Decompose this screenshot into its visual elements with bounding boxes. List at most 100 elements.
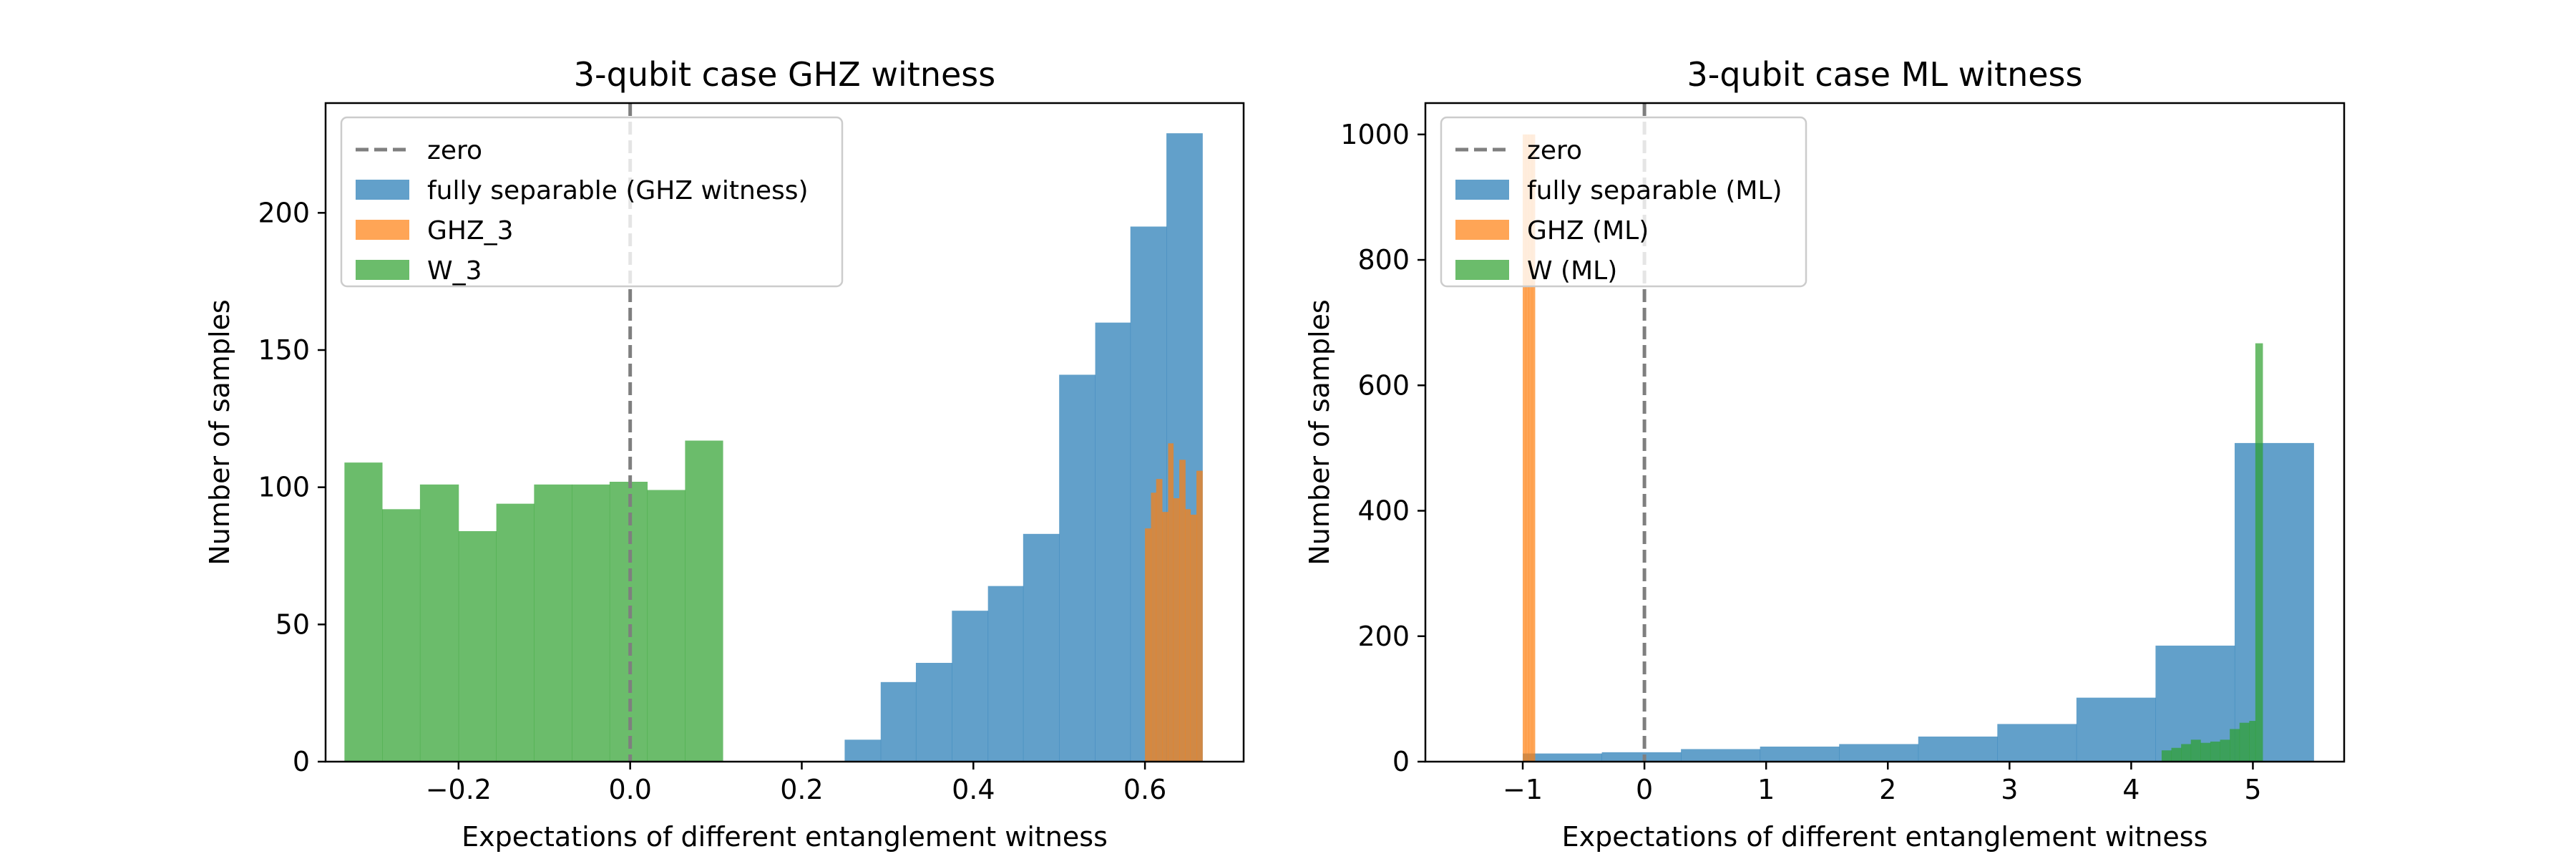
plot-area bbox=[1523, 103, 2314, 762]
histogram-bar-blue bbox=[1059, 374, 1096, 762]
x-tick-label: 0.0 bbox=[608, 774, 651, 805]
y-tick-label: 150 bbox=[258, 334, 310, 366]
histogram-bar-orange bbox=[1523, 134, 1526, 762]
histogram-bar-green bbox=[2200, 742, 2211, 762]
histogram-bar-green bbox=[572, 484, 610, 762]
x-tick-label: −1 bbox=[1503, 774, 1543, 805]
histogram-bar-blue bbox=[915, 663, 952, 762]
legend: zero fully separable (ML) GHZ (ML) W (ML) bbox=[1440, 116, 1807, 288]
x-tick-label: −0.2 bbox=[426, 774, 492, 805]
histogram-bar-orange bbox=[1196, 470, 1203, 762]
histogram-bar-blue bbox=[1997, 724, 2077, 762]
x-tick-label: 0.4 bbox=[952, 774, 995, 805]
legend-swatch-blue bbox=[356, 180, 409, 200]
legend-label: GHZ_3 bbox=[427, 216, 514, 246]
histogram-bar-green bbox=[2220, 739, 2230, 762]
histogram-bar-blue bbox=[2234, 442, 2314, 762]
legend-label: W (ML) bbox=[1527, 256, 1617, 286]
x-tick-label: 2 bbox=[1879, 774, 1896, 805]
legend: zero fully separable (GHZ witness) GHZ_3 W_… bbox=[340, 116, 844, 288]
histogram-bar-green bbox=[2190, 739, 2201, 762]
y-tick-label: 1000 bbox=[1340, 119, 1410, 150]
histogram-bar-green bbox=[2249, 721, 2256, 762]
x-tick-label: 0 bbox=[1636, 774, 1653, 805]
legend-box bbox=[340, 116, 844, 288]
histogram-bar-blue bbox=[844, 739, 882, 762]
y-tick-label: 50 bbox=[275, 608, 310, 640]
y-tick-label: 800 bbox=[1357, 244, 1410, 276]
histogram-bar-green bbox=[2181, 744, 2192, 762]
histogram-bar-green bbox=[496, 503, 535, 762]
histogram-bar-blue bbox=[1839, 744, 1919, 762]
x-tick-label: 4 bbox=[2122, 774, 2140, 805]
histogram-bar-green bbox=[2210, 741, 2220, 762]
legend-box bbox=[1440, 116, 1807, 288]
histogram-bar-green bbox=[2239, 722, 2250, 762]
y-axis-label: Number of samples bbox=[1304, 299, 1335, 565]
histogram-bar-green bbox=[344, 462, 383, 762]
histogram-bar-blue bbox=[1523, 753, 1602, 762]
y-tick-label: 200 bbox=[258, 197, 310, 228]
axes-frame bbox=[1424, 102, 2346, 763]
histogram-bar-blue bbox=[1918, 736, 1998, 762]
axes-frame bbox=[324, 102, 1245, 763]
histogram-bar-green bbox=[685, 440, 723, 762]
x-tick-label: 1 bbox=[1757, 774, 1775, 805]
histogram-bar-orange bbox=[1528, 134, 1533, 762]
histogram-bar-green bbox=[647, 490, 686, 762]
y-tick-label: 200 bbox=[1357, 621, 1410, 652]
histogram-bar-orange bbox=[1168, 443, 1174, 762]
chart-title: 3-qubit case GHZ witness bbox=[574, 55, 995, 94]
y-tick-label: 0 bbox=[293, 746, 310, 777]
y-tick-label: 400 bbox=[1357, 495, 1410, 527]
histogram-bar-green bbox=[2161, 750, 2172, 762]
histogram-bar-orange bbox=[1162, 512, 1169, 762]
histogram-bar-orange bbox=[1185, 509, 1191, 762]
histogram-bar-blue bbox=[1023, 533, 1060, 762]
x-tick-label: 5 bbox=[2244, 774, 2261, 805]
histogram-bar-orange bbox=[1145, 528, 1151, 762]
chart-title: 3-qubit case ML witness bbox=[1687, 55, 2083, 94]
y-tick-label: 600 bbox=[1357, 369, 1410, 401]
x-axis-label: Expectations of different entanglement w… bbox=[1562, 821, 2208, 853]
legend-label: zero bbox=[427, 136, 482, 165]
histogram-bar-green bbox=[382, 509, 421, 762]
legend-label: fully separable (ML) bbox=[1527, 176, 1782, 205]
x-tick-label: 0.2 bbox=[780, 774, 823, 805]
plot-area bbox=[344, 103, 1203, 762]
histogram-bar-green bbox=[609, 482, 648, 762]
y-axis-label: Number of samples bbox=[204, 299, 235, 565]
histogram-bar-green bbox=[458, 531, 497, 762]
histogram-bar-green bbox=[534, 484, 572, 762]
histogram-bar-orange bbox=[1179, 460, 1186, 762]
histogram-bar-blue bbox=[880, 681, 917, 762]
legend-swatch-orange bbox=[1455, 220, 1509, 240]
histogram-bar-green bbox=[2230, 729, 2240, 762]
histogram-bar-blue bbox=[2076, 697, 2156, 762]
chart-panel-2: −1 0 1 2 3 4 5 0 200 400 600 800 1000 3-qubit case ML… bbox=[1304, 55, 2346, 853]
x-tick-label: 3 bbox=[2001, 774, 2018, 805]
histogram-bar-blue bbox=[987, 586, 1024, 762]
histogram-bar-orange bbox=[1151, 492, 1157, 762]
histogram-bar-blue bbox=[1095, 322, 1131, 762]
chart-panel-1: −0.2 0.0 0.2 0.4 0.6 0 50 100 150 200 3-qubit case… bbox=[204, 55, 1245, 853]
histogram-bar-green bbox=[419, 484, 459, 762]
histogram-bar-orange bbox=[1190, 515, 1197, 762]
x-tick-label: 0.6 bbox=[1123, 774, 1166, 805]
histogram-bar-green bbox=[2255, 343, 2263, 762]
legend-swatch-blue bbox=[1455, 180, 1509, 200]
histogram-bar-blue bbox=[952, 611, 989, 762]
legend-swatch-green bbox=[1455, 260, 1509, 280]
legend-swatch-orange bbox=[356, 220, 409, 240]
y-tick-label: 0 bbox=[1392, 746, 1410, 777]
histogram-bar-blue bbox=[1760, 746, 1840, 762]
histogram-bar-blue bbox=[1681, 749, 1761, 762]
histogram-bar-orange bbox=[1156, 479, 1163, 762]
histogram-bar-blue bbox=[1601, 752, 1682, 762]
histogram-bar-green bbox=[2171, 747, 2182, 762]
legend-swatch-green bbox=[356, 260, 409, 280]
y-tick-label: 100 bbox=[258, 472, 310, 503]
histogram-bar-orange bbox=[1531, 134, 1536, 762]
legend-label: W_3 bbox=[427, 256, 482, 286]
